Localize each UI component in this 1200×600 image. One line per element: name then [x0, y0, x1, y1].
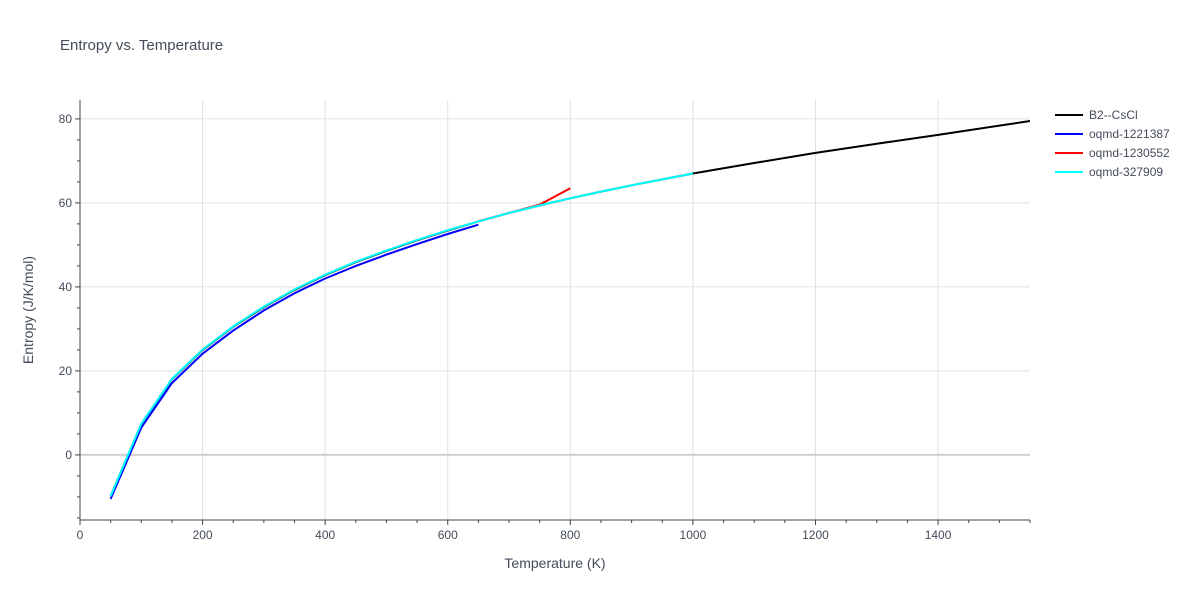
y-tick-label: 0 — [65, 448, 72, 462]
x-tick-label: 800 — [560, 528, 580, 542]
x-tick-label: 400 — [315, 528, 335, 542]
y-tick-label: 80 — [59, 112, 73, 126]
x-tick-label: 1400 — [925, 528, 952, 542]
legend-label: oqmd-327909 — [1089, 165, 1163, 179]
legend-label: oqmd-1221387 — [1089, 127, 1170, 141]
x-tick-label: 200 — [193, 528, 213, 542]
series-line-oqmd-1230552 — [478, 187, 571, 223]
x-tick-label: 1200 — [802, 528, 829, 542]
legend-label: oqmd-1230552 — [1089, 146, 1170, 160]
legend: B2--CsCl oqmd-1221387 oqmd-1230552 oqmd-327… — [1055, 108, 1170, 179]
y-tick-label: 40 — [59, 280, 73, 294]
y-tick-label: 20 — [59, 364, 73, 378]
grid — [80, 100, 1030, 520]
chart-title: Entropy vs. Temperature — [60, 37, 223, 54]
y-tick-label: 60 — [59, 196, 73, 210]
x-tick-label: 0 — [77, 528, 84, 542]
series-line-oqmd-327909 — [109, 172, 694, 497]
series-line-oqmd-1221387 — [109, 223, 479, 500]
x-axis-title: Temperature (K) — [504, 555, 605, 571]
y-axis-title: Entropy (J/K/mol) — [20, 256, 36, 364]
axes: 0 200 400 600 800 1000 1200 1400 0 20 40 60 80 — [59, 100, 1031, 542]
series-lines — [109, 120, 1030, 500]
legend-label: B2--CsCl — [1089, 108, 1138, 122]
x-tick-label: 1000 — [680, 528, 707, 542]
x-tick-label: 600 — [438, 528, 458, 542]
